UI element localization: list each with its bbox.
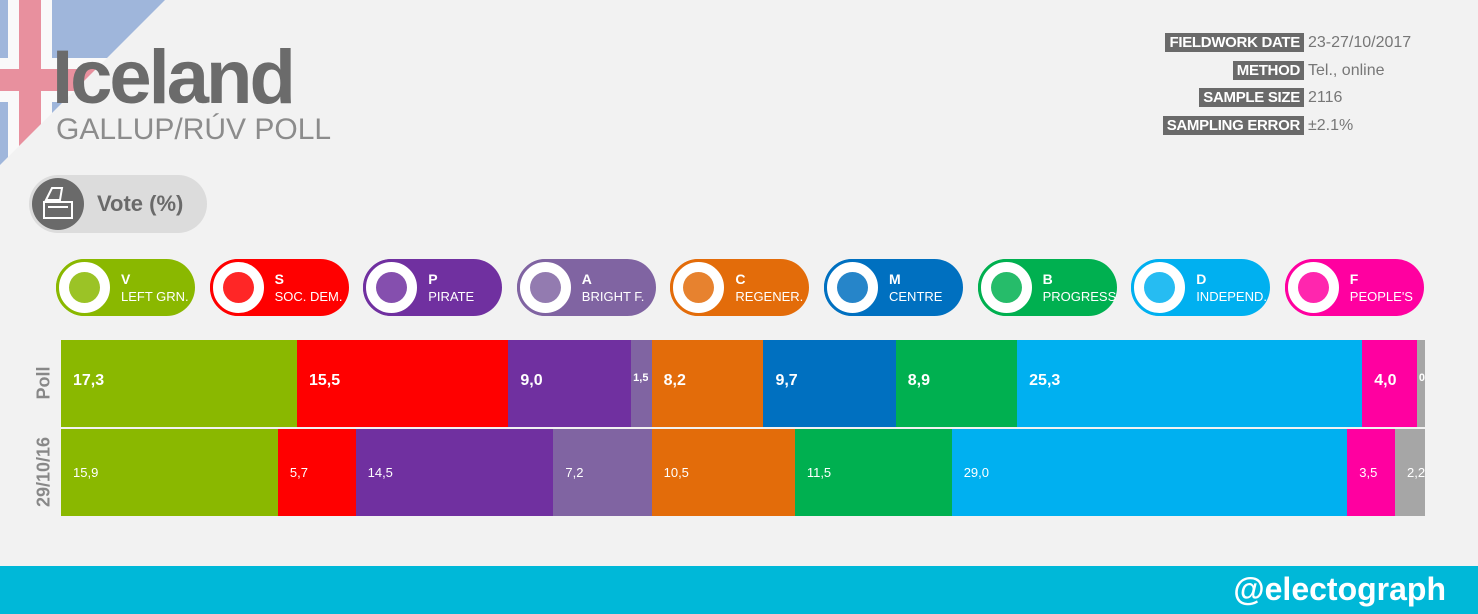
meta-row-sample-size: SAMPLE SIZE 2116 <box>1154 87 1420 109</box>
iceland-flag-corner <box>0 0 165 165</box>
bar-segment-v <box>61 429 279 516</box>
party-v: V LEFT GRN. <box>56 259 195 316</box>
page-title: Iceland <box>52 35 296 120</box>
data-label: 0,6 <box>1418 372 1425 384</box>
bar-segment-d <box>1017 340 1363 427</box>
party-c: C REGENER. <box>670 259 810 316</box>
data-label: 11,5 <box>806 465 832 480</box>
party-logo-icon <box>977 259 1035 316</box>
bar-segment-b <box>895 340 1018 427</box>
party-code: M <box>889 271 901 287</box>
party-name: BRIGHT F. <box>581 289 645 304</box>
party-name: SOC. DEM. <box>274 289 343 304</box>
party-code: C <box>735 271 746 287</box>
bar-segment-other <box>1416 340 1426 427</box>
bar-segment-c <box>651 429 796 516</box>
bar-segment-m <box>763 340 897 427</box>
party-b: B PROGRESS <box>977 259 1117 316</box>
party-code: F <box>1349 271 1359 287</box>
data-label: 3,5 <box>1359 465 1378 480</box>
party-logo-icon <box>516 259 574 316</box>
party-code: B <box>1042 271 1053 287</box>
bar-segment-s <box>277 429 357 516</box>
party-name: LEFT GRN. <box>121 289 189 304</box>
bar-segment-p <box>508 340 632 427</box>
bar-segment-f <box>1362 340 1418 427</box>
bar-segment-a <box>553 429 653 516</box>
metric-pill: Vote (%) <box>29 175 207 233</box>
party-logo-icon <box>1284 259 1342 316</box>
party-name: REGENER. <box>735 289 804 304</box>
party-name: PROGRESS <box>1042 289 1117 304</box>
data-label: 1,5 <box>633 372 649 384</box>
party-name: CENTRE <box>889 289 943 304</box>
meta-row-method: METHOD Tel., online <box>1154 60 1420 82</box>
data-label: 7,2 <box>565 465 584 480</box>
party-logo-icon <box>1131 259 1189 316</box>
meta-key: SAMPLE SIZE <box>1199 88 1304 107</box>
data-label: 25,3 <box>1029 372 1061 389</box>
footer-handle: @electograph <box>1233 571 1446 607</box>
data-label: 4,0 <box>1374 372 1397 389</box>
row-label-previous: 29/10/16 <box>33 436 54 508</box>
party-code: V <box>121 271 131 287</box>
meta-key: SAMPLING ERROR <box>1162 115 1304 135</box>
party-m: M CENTRE <box>824 259 963 316</box>
data-label: 29,0 <box>963 465 989 480</box>
bar-segment-a <box>631 340 653 427</box>
party-s: S SOC. DEM. <box>209 259 349 316</box>
bar-segment-other <box>1394 429 1426 516</box>
data-label: 15,5 <box>308 372 341 389</box>
party-code: S <box>274 271 284 287</box>
data-label: 9,0 <box>520 372 543 389</box>
data-label: 15,9 <box>73 465 99 480</box>
party-name: INDEPEND. <box>1196 289 1267 304</box>
meta-value: 2116 <box>1308 89 1343 106</box>
party-logo-icon <box>670 259 728 316</box>
meta-value: 23-27/10/2017 <box>1308 34 1412 51</box>
party-code: P <box>428 271 438 287</box>
party-f: F PEOPLE'S <box>1284 259 1424 316</box>
data-label: 5,7 <box>289 465 308 480</box>
party-name: PEOPLE'S <box>1349 289 1413 304</box>
party-logo-icon <box>363 259 421 316</box>
party-logo-icon <box>56 259 113 316</box>
bar-segment-v <box>61 340 298 427</box>
bar-segment-c <box>651 340 764 427</box>
metric-label: Vote (%) <box>97 191 184 216</box>
bar-segment-b <box>794 429 953 516</box>
meta-value: Tel., online <box>1308 61 1385 79</box>
party-a: A BRIGHT F. <box>516 259 656 316</box>
meta-row-sampling-error: SAMPLING ERROR ±2.1% <box>1154 115 1420 137</box>
data-label: 17,3 <box>73 372 105 389</box>
data-label: 2,2 <box>1406 465 1425 480</box>
party-logo-icon <box>209 259 267 316</box>
bar-segment-s <box>296 340 509 427</box>
data-label: 8,9 <box>907 372 931 389</box>
bar-segment-p <box>355 429 554 516</box>
page-subtitle: GALLUP/RÚV POLL <box>56 113 332 146</box>
meta-value: ±2.1% <box>1308 116 1354 134</box>
party-logo-icon <box>824 259 881 316</box>
data-label: 8,2 <box>663 372 686 389</box>
meta-row-fieldwork: FIELDWORK DATE 23-27/10/2017 <box>1154 32 1420 54</box>
footer-bar: @electograph <box>0 566 1478 614</box>
ballot-box-icon <box>32 178 84 230</box>
bar-segment-d <box>951 429 1348 516</box>
party-p: P PIRATE <box>363 259 503 316</box>
party-name: PIRATE <box>428 289 475 304</box>
bar-segment-f <box>1347 429 1396 516</box>
meta-key: METHOD <box>1232 60 1304 80</box>
data-label: 10,5 <box>663 465 689 480</box>
row-label-poll: Poll <box>33 366 54 400</box>
poll-metadata: FIELDWORK DATE 23-27/10/2017 METHOD Tel.… <box>1154 32 1420 142</box>
data-label: 9,7 <box>775 372 798 389</box>
party-d: D INDEPEND. <box>1131 259 1271 316</box>
party-code: A <box>581 271 592 287</box>
meta-key: FIELDWORK DATE <box>1165 33 1304 52</box>
party-code: D <box>1196 271 1207 287</box>
data-label: 14,5 <box>367 465 393 480</box>
